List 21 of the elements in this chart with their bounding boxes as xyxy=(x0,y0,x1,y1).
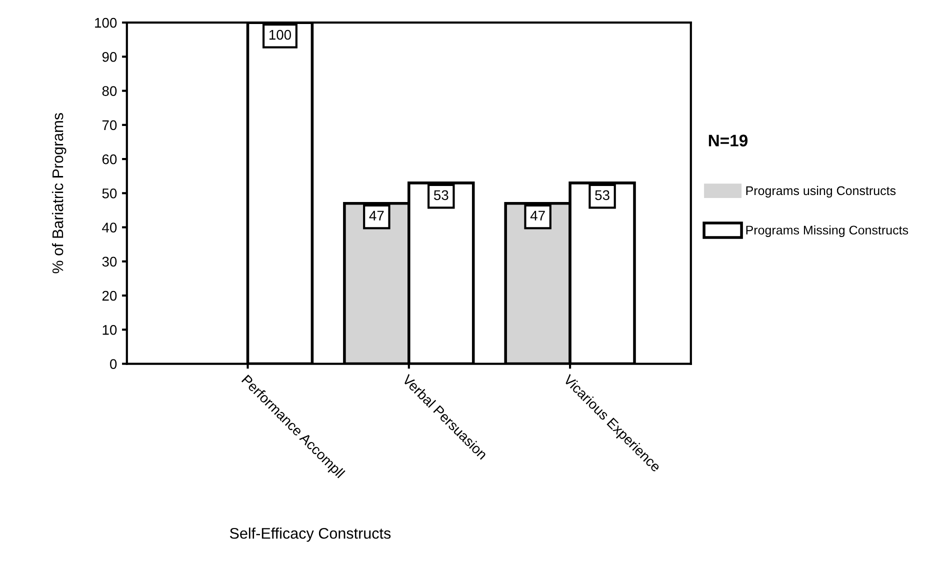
data-label: 47 xyxy=(369,210,384,220)
y-tick-label: 10 xyxy=(102,324,117,335)
text: N=19 xyxy=(708,134,748,146)
y-tick-label: 30 xyxy=(102,256,117,267)
data-label: 53 xyxy=(595,190,610,200)
y-tick-label: 80 xyxy=(102,86,117,96)
y-tick-label: 90 xyxy=(102,52,117,62)
y-tick-label: 60 xyxy=(102,154,117,164)
y-tick-label: 40 xyxy=(102,222,117,232)
y-axis-title: % of Bariatric Programs xyxy=(52,113,66,274)
y-tick-label: 100 xyxy=(95,18,117,28)
data-label: 53 xyxy=(434,190,448,200)
legend-label: Programs using Constructs xyxy=(746,186,896,198)
y-tick-label: 50 xyxy=(102,188,117,198)
y-tick-label: 70 xyxy=(102,120,117,130)
data-label: 47 xyxy=(530,210,545,220)
data-label: 100 xyxy=(269,30,292,40)
legend-label: Programs Missing Constructs xyxy=(746,225,908,238)
y-tick-label: 0 xyxy=(110,359,117,369)
x-axis-title: Self-Efficacy Constructs xyxy=(230,528,391,542)
y-tick-label: 20 xyxy=(102,290,117,301)
